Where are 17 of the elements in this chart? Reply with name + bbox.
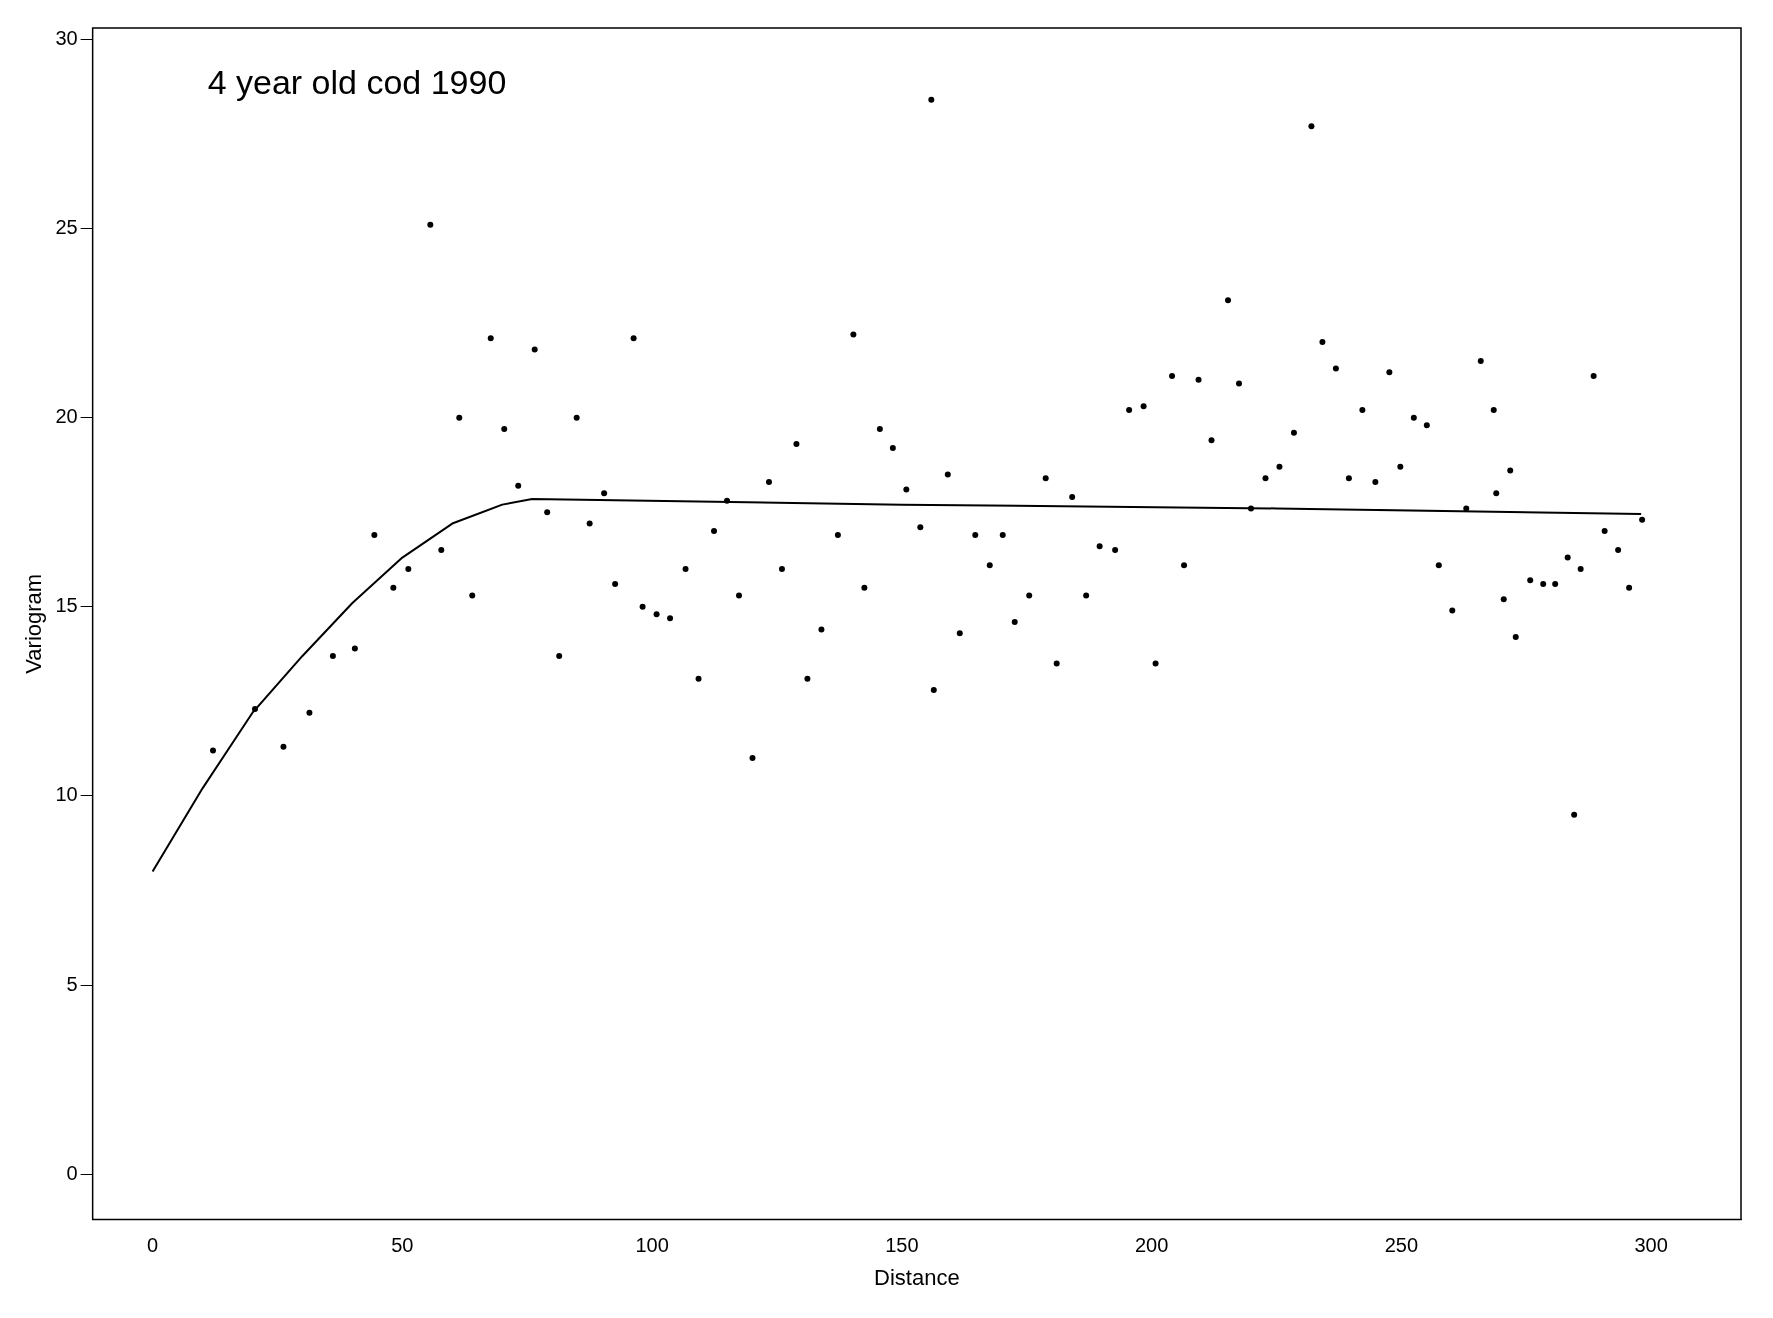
x-tick-label: 200 (1134, 1234, 1169, 1257)
y-tick-label: 30 (55, 26, 78, 49)
y-axis-title: Variogram (21, 573, 47, 674)
x-tick-label: 250 (1384, 1234, 1419, 1257)
x-axis-title: Distance (874, 1264, 960, 1290)
y-tick-label: 5 (66, 972, 78, 995)
x-tick-label: 300 (1634, 1234, 1668, 1257)
y-tick-label: 10 (55, 783, 78, 806)
x-tick-label: 0 (147, 1234, 159, 1257)
y-tick-label: 25 (55, 216, 78, 239)
y-tick-label: 0 (66, 1161, 78, 1184)
x-tick-label: 150 (885, 1234, 919, 1257)
x-tick-label: 50 (391, 1234, 414, 1257)
annotation: 4 year old cod 1990 (207, 63, 507, 102)
y-tick-label: 15 (55, 594, 78, 617)
x-tick-label: 100 (635, 1234, 669, 1257)
y-tick-label: 20 (55, 405, 78, 428)
